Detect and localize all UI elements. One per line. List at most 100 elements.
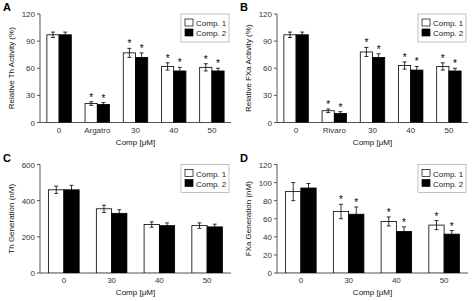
bar <box>200 67 212 122</box>
bar <box>136 57 148 122</box>
error-bar <box>54 186 58 193</box>
legend: Comp. 1Comp. 2 <box>181 165 229 193</box>
x-tick-label: 50 <box>440 276 449 285</box>
bar <box>396 231 411 273</box>
bar <box>212 71 224 123</box>
error-bar <box>204 64 208 71</box>
error-bar <box>307 183 311 192</box>
y-tick-label: 400 <box>22 197 36 206</box>
error-bar <box>354 207 358 221</box>
x-tick-label: 30 <box>107 276 116 285</box>
y-axis-label: FXa Generation (nM) <box>244 181 253 256</box>
bar <box>411 70 423 122</box>
y-tick-label: 20 <box>263 251 272 260</box>
significance-marker: * <box>402 217 406 228</box>
error-bar <box>150 222 154 227</box>
x-tick-label: 0 <box>62 276 67 285</box>
significance-marker: * <box>326 99 330 110</box>
y-tick-label: 30 <box>263 91 272 100</box>
bar <box>47 35 59 123</box>
panel-label: A <box>3 1 11 13</box>
significance-marker: * <box>415 56 419 67</box>
panel: 03060901200Rivaro304050Comp [μM]Relative… <box>240 1 468 147</box>
error-bar <box>102 205 106 212</box>
x-tick-label: 0 <box>57 126 62 135</box>
bar <box>444 234 459 273</box>
plot-marks <box>286 183 460 273</box>
panel-label: B <box>240 1 248 13</box>
bar <box>349 214 364 273</box>
bar <box>286 192 301 273</box>
significance-marker: * <box>403 52 407 63</box>
bar <box>64 190 79 273</box>
x-tick-label: 40 <box>155 276 164 285</box>
legend-swatch <box>185 170 193 177</box>
panel: 02004006000304050Comp [μM]Th Generation … <box>3 152 231 298</box>
legend-label: Comp. 2 <box>196 180 227 189</box>
bar <box>360 52 372 123</box>
annotations: ******** <box>89 38 220 103</box>
y-axis <box>40 14 41 123</box>
bar <box>449 71 461 123</box>
y-axis <box>40 165 41 274</box>
bar <box>112 213 127 273</box>
legend-swatch <box>185 29 193 36</box>
y-axis <box>277 165 278 274</box>
x-tick-label: Rivaro <box>323 126 347 135</box>
significance-marker: * <box>204 54 208 65</box>
error-bar <box>70 185 74 194</box>
error-bar <box>387 217 391 226</box>
bar <box>174 71 186 123</box>
legend-frame <box>418 165 466 193</box>
legend: Comp. 1Comp. 2 <box>181 14 229 42</box>
plot-marks <box>284 32 461 122</box>
error-bar <box>300 32 304 37</box>
x-tick-label: 30 <box>368 126 377 135</box>
y-tick-label: 120 <box>259 10 273 19</box>
bar <box>398 66 410 123</box>
plot-marks <box>49 185 223 273</box>
legend-frame <box>181 14 229 42</box>
y-tick-label: 100 <box>259 179 273 188</box>
error-bar <box>63 32 67 37</box>
significance-marker: * <box>166 53 170 64</box>
error-bar <box>403 62 407 69</box>
x-axis-label: Comp [μM] <box>116 138 155 147</box>
legend-label: Comp. 2 <box>433 180 464 189</box>
legend-label: Comp. 2 <box>196 29 227 38</box>
legend-label: Comp. 1 <box>196 170 227 179</box>
legend-swatch <box>422 19 430 26</box>
bar <box>284 35 296 123</box>
bar <box>161 66 173 122</box>
bar <box>85 104 97 123</box>
bar <box>59 35 71 123</box>
significance-marker: * <box>216 58 220 69</box>
legend-label: Comp. 2 <box>433 29 464 38</box>
error-bar <box>441 63 445 70</box>
panel: 0204060801001200304050Comp [μM]FXa Gener… <box>240 152 468 298</box>
bar <box>296 35 308 123</box>
significance-marker: * <box>387 207 391 218</box>
bar <box>49 190 64 273</box>
legend-swatch <box>185 19 193 26</box>
error-bar <box>178 67 182 74</box>
y-tick-label: 60 <box>263 64 272 73</box>
bar <box>437 66 449 122</box>
bar <box>333 212 348 273</box>
x-axis-label: Comp [μM] <box>353 138 392 147</box>
legend-label: Comp. 1 <box>433 170 464 179</box>
error-bar <box>140 53 144 62</box>
significance-marker: * <box>127 38 131 49</box>
significance-marker: * <box>101 93 105 104</box>
error-bar <box>402 227 406 236</box>
legend-swatch <box>422 180 430 187</box>
x-tick-label: 40 <box>406 126 415 135</box>
panel-label: C <box>3 152 11 164</box>
y-tick-label: 0 <box>31 269 36 278</box>
x-axis-label: Comp [μM] <box>116 288 155 297</box>
y-tick-label: 60 <box>263 215 272 224</box>
error-bar <box>166 63 170 70</box>
error-bar <box>117 210 121 217</box>
y-axis-label: Relative FXa Activity (%) <box>244 24 253 112</box>
chart-figure: 03060901200Argatro304050Comp [μM]Relativ… <box>0 0 474 301</box>
